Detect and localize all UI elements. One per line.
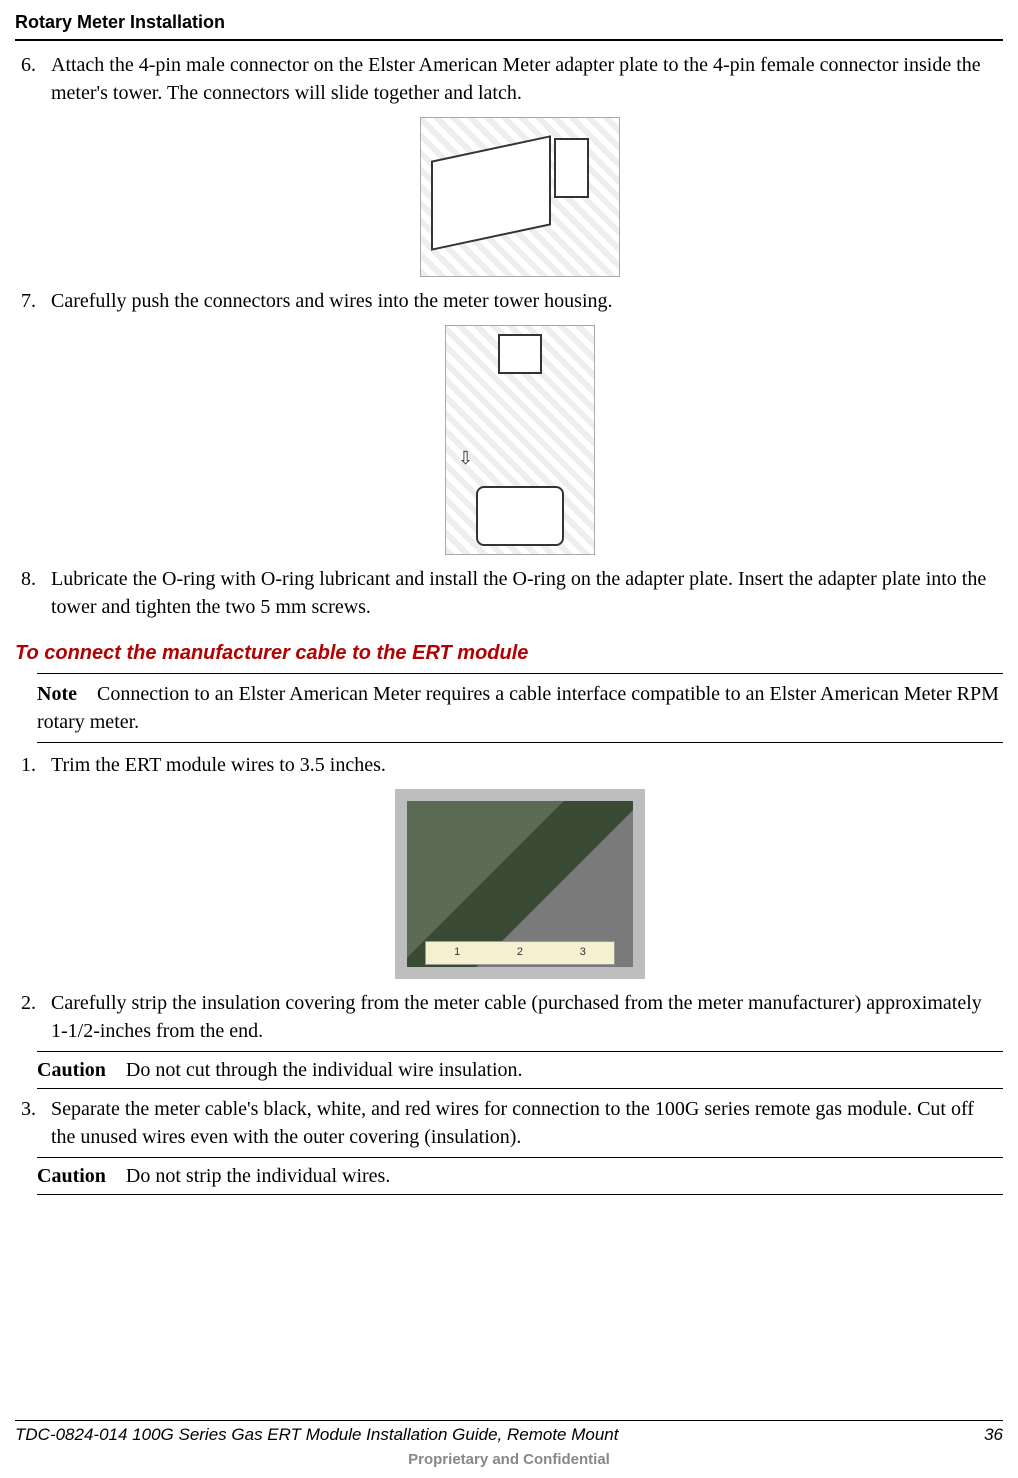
tower-top-shape bbox=[498, 334, 542, 374]
footer-line: TDC-0824-014 100G Series Gas ERT Module … bbox=[15, 1420, 1003, 1447]
tower-line-art: ⇩ bbox=[445, 325, 595, 555]
caution-text: Do not strip the individual wires. bbox=[126, 1165, 390, 1187]
step-number: 1. bbox=[15, 751, 51, 779]
caution-label: Caution bbox=[37, 1059, 106, 1081]
step-number: 6. bbox=[15, 51, 51, 107]
caution-block: Caution Do not strip the individual wire… bbox=[37, 1157, 1003, 1195]
section-title: To connect the manufacturer cable to the… bbox=[15, 639, 1003, 667]
note-text: Connection to an Elster American Meter r… bbox=[37, 683, 999, 733]
figure-connector bbox=[37, 117, 1003, 277]
step-text: Trim the ERT module wires to 3.5 inches. bbox=[51, 751, 1003, 779]
ruler-tick: 3 bbox=[580, 945, 586, 960]
step-number: 7. bbox=[15, 287, 51, 315]
step-text: Carefully push the connectors and wires … bbox=[51, 287, 1003, 315]
arrow-down-icon: ⇩ bbox=[458, 446, 473, 471]
connector-line-art bbox=[420, 117, 620, 277]
module-photo: 1 2 3 bbox=[395, 789, 645, 979]
footer-doc-title: TDC-0824-014 100G Series Gas ERT Module … bbox=[15, 1423, 618, 1447]
list-item: 2. Carefully strip the insulation coveri… bbox=[15, 989, 1003, 1045]
caution-block: Caution Do not cut through the individua… bbox=[37, 1051, 1003, 1089]
list-item: 6. Attach the 4-pin male connector on th… bbox=[15, 51, 1003, 107]
step-text: Attach the 4-pin male connector on the E… bbox=[51, 51, 1003, 107]
ruler-tick: 1 bbox=[454, 945, 460, 960]
connector-body-shape bbox=[431, 135, 551, 251]
page-header: Rotary Meter Installation bbox=[15, 10, 1003, 41]
connector-clip-shape bbox=[554, 138, 589, 198]
ruler-tick: 2 bbox=[517, 945, 523, 960]
caution-label: Caution bbox=[37, 1165, 106, 1187]
list-item: 7. Carefully push the connectors and wir… bbox=[15, 287, 1003, 315]
step-number: 2. bbox=[15, 989, 51, 1045]
caution-text: Do not cut through the individual wire i… bbox=[126, 1059, 523, 1081]
step-text: Separate the meter cable's black, white,… bbox=[51, 1095, 1003, 1151]
footer-confidential: Proprietary and Confidential bbox=[15, 1449, 1003, 1470]
step-number: 3. bbox=[15, 1095, 51, 1151]
page-footer: TDC-0824-014 100G Series Gas ERT Module … bbox=[15, 1420, 1003, 1470]
figure-module-photo: 1 2 3 bbox=[37, 789, 1003, 979]
header-title: Rotary Meter Installation bbox=[15, 12, 225, 32]
list-item: 8. Lubricate the O-ring with O-ring lubr… bbox=[15, 565, 1003, 621]
figure-tower: ⇩ bbox=[37, 325, 1003, 555]
list-item: 3. Separate the meter cable's black, whi… bbox=[15, 1095, 1003, 1151]
footer-page-number: 36 bbox=[984, 1423, 1003, 1447]
note-label: Note bbox=[37, 683, 77, 705]
note-block: Note Connection to an Elster American Me… bbox=[37, 673, 1003, 743]
step-number: 8. bbox=[15, 565, 51, 621]
step-text: Carefully strip the insulation covering … bbox=[51, 989, 1003, 1045]
step-text: Lubricate the O-ring with O-ring lubrica… bbox=[51, 565, 1003, 621]
tower-base-shape bbox=[476, 486, 565, 546]
ruler: 1 2 3 bbox=[425, 941, 615, 965]
list-item: 1. Trim the ERT module wires to 3.5 inch… bbox=[15, 751, 1003, 779]
